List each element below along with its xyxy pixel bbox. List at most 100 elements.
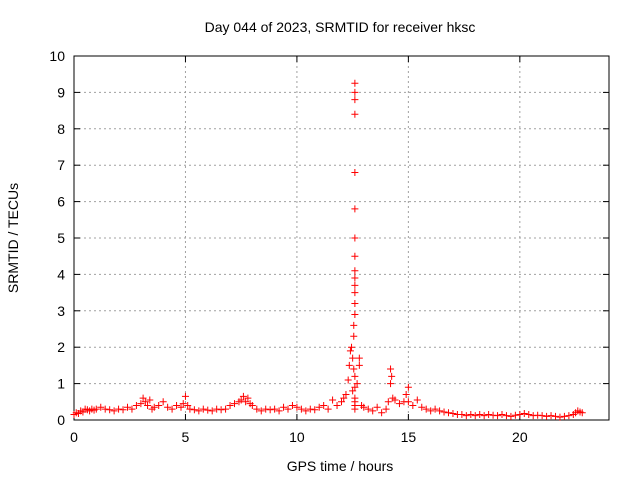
data-point xyxy=(106,406,114,414)
x-tick-label: 10 xyxy=(289,429,305,445)
data-point xyxy=(449,409,457,417)
data-point xyxy=(418,403,426,411)
y-tick-label: 6 xyxy=(57,194,65,210)
data-point xyxy=(351,267,359,275)
data-point xyxy=(141,398,149,406)
data-point xyxy=(395,400,403,408)
data-point xyxy=(402,391,410,399)
data-point xyxy=(284,405,292,413)
data-point xyxy=(538,412,546,420)
tick-labels: 0 1 2 3 4 5 6 7 8 9 10 0 5 10 15 20 xyxy=(49,48,527,445)
data-point xyxy=(253,405,261,413)
data-point xyxy=(387,380,395,388)
data-point xyxy=(340,394,348,402)
data-point xyxy=(351,168,359,176)
y-tick-label: 3 xyxy=(57,303,65,319)
data-point xyxy=(217,406,225,414)
data-point xyxy=(520,409,528,417)
data-point xyxy=(353,380,361,388)
data-point xyxy=(262,405,270,413)
data-point xyxy=(320,401,328,409)
data-point xyxy=(324,405,332,413)
data-point xyxy=(404,398,412,406)
data-point xyxy=(302,407,310,415)
data-point xyxy=(422,405,430,413)
y-tick-label: 4 xyxy=(57,266,65,282)
data-points xyxy=(70,79,586,421)
data-point xyxy=(351,110,359,118)
data-point xyxy=(480,412,488,420)
data-point xyxy=(128,405,136,413)
data-point xyxy=(560,412,568,420)
data-point xyxy=(329,396,337,404)
data-point xyxy=(333,401,341,409)
data-point xyxy=(150,403,158,411)
data-point xyxy=(369,407,377,415)
data-point xyxy=(190,406,198,414)
data-point xyxy=(391,396,399,404)
data-point xyxy=(177,403,185,411)
data-point xyxy=(556,413,564,421)
data-point xyxy=(351,79,359,87)
data-point xyxy=(213,405,221,413)
data-point xyxy=(164,403,172,411)
data-point xyxy=(565,412,573,420)
data-point xyxy=(110,407,118,415)
data-point xyxy=(476,411,484,419)
data-point xyxy=(350,332,358,340)
data-point xyxy=(342,391,350,399)
data-point xyxy=(239,392,247,400)
data-point xyxy=(181,392,189,400)
data-point xyxy=(388,372,396,380)
data-point xyxy=(137,400,145,408)
data-point xyxy=(338,398,345,406)
data-point xyxy=(507,412,515,420)
x-tick-label: 20 xyxy=(512,429,528,445)
data-point xyxy=(159,398,167,406)
data-point xyxy=(124,403,131,411)
chart-title: Day 044 of 2023, SRMTID for receiver hks… xyxy=(205,19,476,35)
data-point xyxy=(115,405,123,413)
data-point xyxy=(351,274,359,282)
data-point xyxy=(351,234,359,242)
y-tick-label: 1 xyxy=(57,376,65,392)
y-tick-label: 10 xyxy=(49,48,65,64)
data-point xyxy=(350,321,358,329)
data-point xyxy=(351,289,359,297)
data-point xyxy=(139,394,147,402)
data-point xyxy=(195,407,203,415)
data-point xyxy=(384,398,392,406)
x-axis-label: GPS time / hours xyxy=(287,458,394,474)
data-point xyxy=(404,383,412,391)
data-point xyxy=(311,406,319,414)
data-point xyxy=(242,398,250,406)
data-point xyxy=(364,405,372,413)
data-point xyxy=(485,411,493,419)
data-point xyxy=(168,405,176,413)
data-point xyxy=(271,405,279,413)
data-point xyxy=(231,400,238,408)
data-point xyxy=(547,412,555,420)
data-point xyxy=(280,403,288,411)
data-point xyxy=(351,281,359,289)
data-point xyxy=(248,401,256,409)
data-point xyxy=(346,347,354,355)
data-point xyxy=(543,412,551,420)
data-point xyxy=(387,365,395,373)
data-point xyxy=(349,354,357,362)
data-point xyxy=(349,387,357,395)
data-point xyxy=(293,403,301,411)
data-point xyxy=(355,361,363,369)
data-point xyxy=(204,406,212,414)
data-point xyxy=(184,401,192,409)
data-point xyxy=(186,405,194,413)
data-point xyxy=(288,401,296,409)
data-point xyxy=(458,411,466,419)
data-point xyxy=(244,394,252,402)
data-point xyxy=(155,401,163,409)
y-tick-label: 8 xyxy=(57,121,65,137)
y-tick-label: 2 xyxy=(57,339,65,355)
data-point xyxy=(360,403,368,411)
data-point xyxy=(440,408,448,416)
